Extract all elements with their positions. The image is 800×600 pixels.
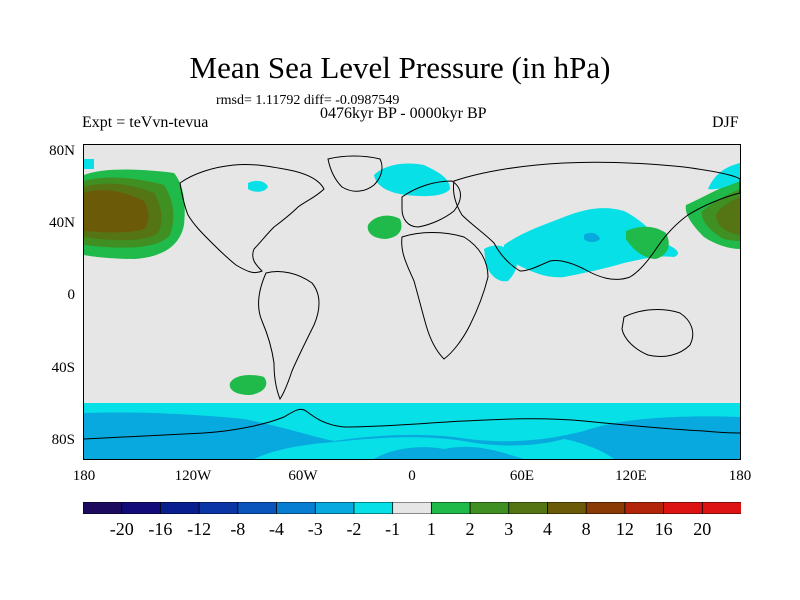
coastline-asia: [453, 161, 741, 280]
colorbar: [83, 502, 741, 514]
colorbar-label: -2: [346, 519, 362, 539]
colorbar-label: -3: [307, 519, 323, 539]
colorbar-segment: [624, 502, 665, 514]
coastline-antarctica: [83, 408, 741, 440]
colorbar-segment: [314, 502, 355, 514]
colorbar-segment: [663, 502, 704, 514]
colorbar-label: -4: [269, 519, 285, 539]
anomaly-region-south-atlantic: [229, 375, 267, 395]
lon-label-0: 0: [408, 468, 416, 484]
map-title: Mean Sea Level Pressure (in hPa): [189, 50, 611, 85]
colorbar-segment: [508, 502, 549, 514]
lat-label-80s: 80S: [51, 432, 75, 448]
colorbar-segment: [392, 502, 433, 514]
coastline-europe: [401, 180, 461, 228]
lat-label-80n: 80N: [49, 143, 75, 159]
coastline-south-america: [258, 270, 320, 401]
period-label: 0476kyr BP - 0000kyr BP: [320, 105, 487, 122]
anomaly-region-arabia: [484, 245, 517, 282]
lat-label-40n: 40N: [49, 215, 75, 231]
colorbar-segment: [547, 502, 588, 514]
coastline-australia: [621, 309, 694, 358]
lat-label-equator: 0: [67, 287, 76, 303]
anomaly-region-north-pacific-east-3: [716, 197, 740, 235]
colorbar-segment: [469, 502, 510, 514]
colorbar-label: 12: [615, 519, 634, 539]
map-canvas: [83, 145, 741, 459]
colorbar-segment: [237, 502, 278, 514]
coastline-greenland: [327, 155, 383, 192]
colorbar-segment: [198, 502, 239, 514]
colorbar-label: 16: [654, 519, 673, 539]
colorbar-label: 3: [504, 519, 514, 539]
anomaly-region-labrador: [248, 180, 268, 192]
lon-label-120e: 120E: [615, 468, 647, 484]
anomaly-region-east-asia: [626, 226, 669, 259]
colorbar-segment: [430, 502, 471, 514]
colorbar-label: -8: [230, 519, 246, 539]
colorbar-segment: [585, 502, 626, 514]
coastline-africa: [401, 232, 489, 360]
colorbar-segment: [83, 502, 123, 514]
colorbar-label: 2: [465, 519, 475, 539]
coastlines: [83, 155, 741, 440]
colorbar-label: -20: [109, 519, 134, 539]
colorbar-label: 4: [542, 519, 552, 539]
anomaly-region-north-pacific-west-4: [84, 190, 149, 233]
pressure-anomaly-map: [83, 144, 741, 460]
colorbar-segment: [701, 502, 741, 514]
anomaly-region-antarctica-core: [374, 446, 524, 459]
lon-label-180e: 180: [728, 468, 752, 484]
anomaly-region-asia: [504, 208, 679, 278]
colorbar-segment: [353, 502, 394, 514]
anomaly-region-alaska-east: [708, 163, 740, 190]
colorbar-label: -1: [385, 519, 401, 539]
colorbar-label: -12: [187, 519, 212, 539]
anomaly-region-north-atlantic: [374, 163, 450, 197]
anomaly-region-bering-west: [84, 159, 94, 169]
coastline-north-america: [179, 164, 325, 274]
colorbar-label: 1: [426, 519, 436, 539]
anomaly-region-tibet: [584, 232, 600, 242]
anomaly-region-azores-high: [367, 215, 402, 239]
experiment-label: Expt = teVvn-tevua: [82, 114, 209, 131]
season-label: DJF: [712, 114, 739, 131]
lon-label-180w: 180: [72, 468, 96, 484]
colorbar-label: -16: [148, 519, 173, 539]
rmsd-diff-stats: rmsd= 1.11792 diff= -0.0987549: [216, 93, 400, 108]
colorbar-label: 8: [581, 519, 591, 539]
colorbar-segment: [121, 502, 162, 514]
lon-label-60e: 60E: [509, 468, 535, 484]
colorbar-segment: [276, 502, 317, 514]
lon-label-60w: 60W: [288, 468, 318, 484]
colorbar-label: 20: [693, 519, 712, 539]
lat-label-40s: 40S: [51, 360, 75, 376]
lon-label-120w: 120W: [174, 468, 212, 484]
colorbar-segment: [160, 502, 201, 514]
